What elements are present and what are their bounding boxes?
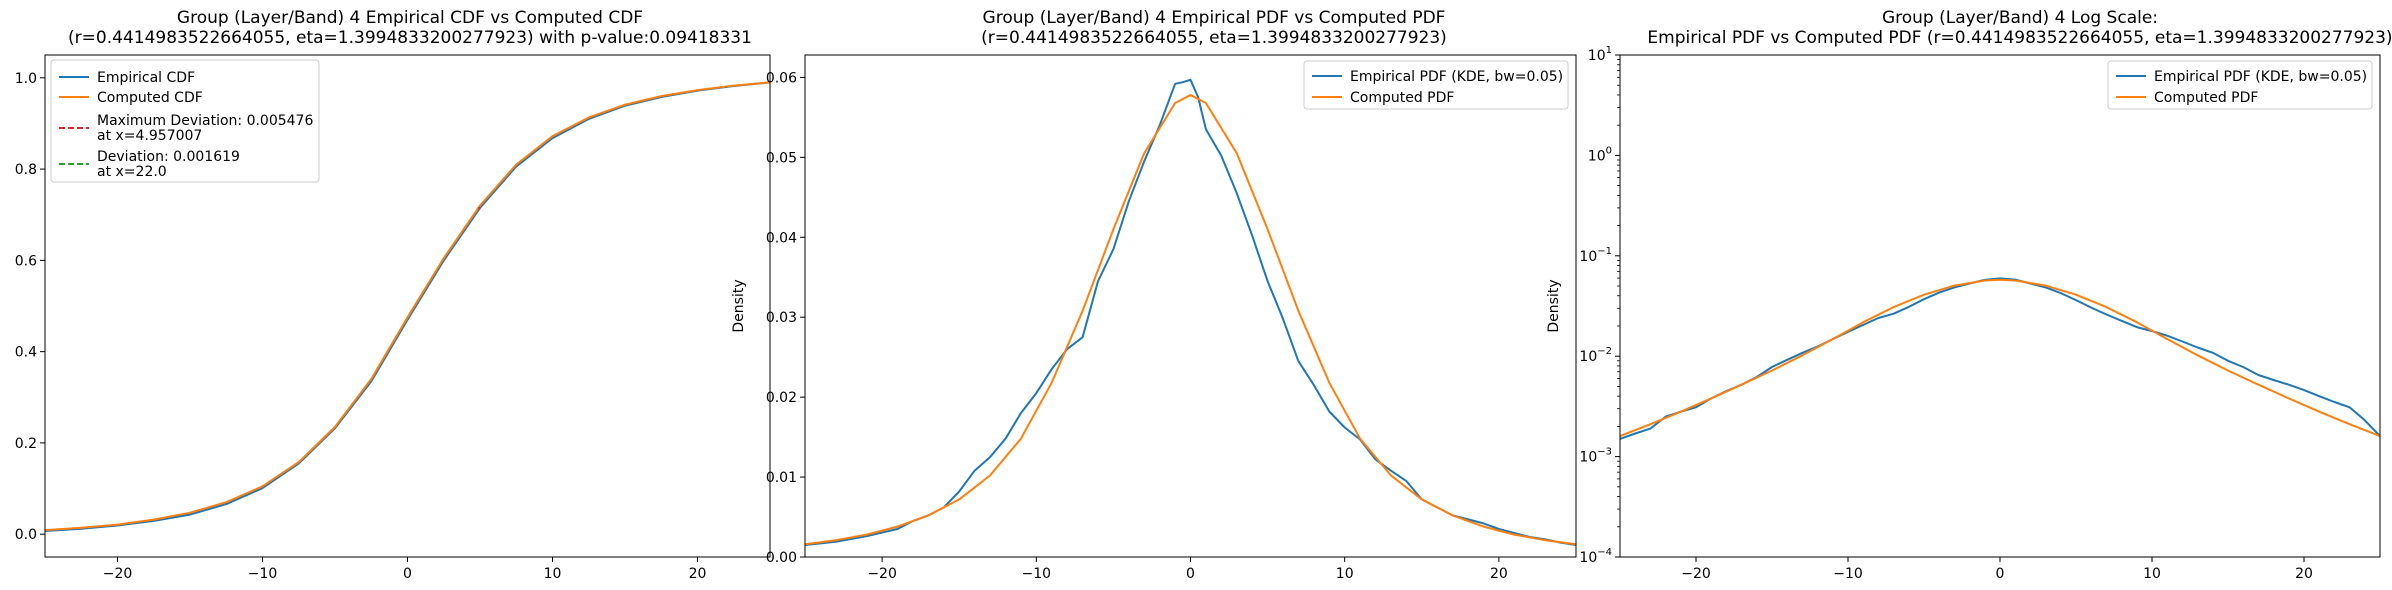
y-tick-label: 10−1 [1579, 246, 1612, 265]
axes-frame [804, 54, 1577, 558]
y-tick-label: 0.01 [766, 470, 797, 486]
y-tick-label: 0.02 [766, 390, 797, 406]
axes-frame [1619, 54, 2381, 558]
legend-label-4: Deviation: 0.001619 [97, 149, 240, 165]
x-tick-label: 20 [689, 566, 707, 582]
series-line-empirical [805, 78, 1576, 546]
y-tick-label: 10−4 [1579, 547, 1612, 566]
x-tick-label: 0 [403, 566, 412, 582]
y-tick-label: 1.0 [15, 71, 37, 87]
x-tick-label: 20 [2295, 566, 2313, 582]
y-tick-label: 0.05 [766, 150, 797, 166]
y-tick-label: 10−2 [1579, 346, 1612, 365]
legend: Empirical CDF Computed CDF Maximum Deviati… [50, 59, 320, 183]
series-line-computed [1620, 278, 2380, 438]
legend-label-2: Computed CDF [97, 90, 203, 106]
legend-label-3-detail: at x=4.957007 [97, 128, 202, 144]
series-line-computed [45, 81, 770, 532]
legend-box [50, 59, 320, 183]
series-line-computed [805, 94, 1576, 546]
chart-panel-3: Group (Layer/Band) 4 Log Scale:Empirical… [1546, 8, 2392, 582]
x-tick-label: 10 [1336, 566, 1354, 582]
x-tick-label: −20 [103, 566, 133, 582]
y-tick-label: 0.00 [766, 550, 797, 566]
chart-title-line-1: Group (Layer/Band) 4 Empirical PDF vs Co… [983, 8, 1446, 28]
legend-label-2: Computed PDF [2154, 90, 2258, 106]
chart-title-line-2: (r=0.4414983522664055, eta=1.39948332002… [981, 28, 1447, 48]
x-tick-label: −10 [1022, 566, 1052, 582]
y-tick-label: 0.03 [766, 310, 797, 326]
legend: Empirical PDF (KDE, bw=0.05) Computed PDF [2107, 60, 2373, 110]
y-tick-label: 0.4 [15, 345, 37, 361]
y-tick-label: 0.6 [15, 253, 37, 269]
x-tick-label: −10 [248, 566, 278, 582]
legend-box [2107, 60, 2373, 110]
legend-label-1: Empirical PDF (KDE, bw=0.05) [2154, 69, 2367, 85]
chart-panel-1: Group (Layer/Band) 4 Empirical CDF vs Co… [15, 8, 771, 582]
x-tick-label: −10 [1833, 566, 1863, 582]
x-tick-label: 10 [544, 566, 562, 582]
x-tick-label: 0 [1996, 566, 2005, 582]
y-tick-label: 0.8 [15, 162, 37, 178]
y-tick-label: 10−3 [1579, 447, 1612, 466]
y-tick-label: 100 [1588, 145, 1612, 164]
chart-title-line-1: Group (Layer/Band) 4 Log Scale: [1882, 8, 2158, 28]
x-tick-label: 20 [1490, 566, 1508, 582]
x-tick-label: −20 [867, 566, 897, 582]
legend-box [1303, 60, 1569, 110]
x-tick-label: 10 [2143, 566, 2161, 582]
y-tick-label: 0.04 [766, 230, 797, 246]
y-tick-label: 0.06 [766, 70, 797, 86]
legend-label-1: Empirical CDF [97, 70, 195, 86]
chart-title-line-1: Group (Layer/Band) 4 Empirical CDF vs Co… [177, 8, 643, 28]
legend-label-1: Empirical PDF (KDE, bw=0.05) [1350, 69, 1563, 85]
y-axis-label: Density [1546, 279, 1562, 332]
y-tick-label: 0.2 [15, 436, 37, 452]
y-tick-label: 0.0 [15, 527, 37, 543]
legend: Empirical PDF (KDE, bw=0.05) Computed PDF [1303, 60, 1569, 110]
legend-label-4-detail: at x=22.0 [97, 164, 167, 180]
legend-label-2: Computed PDF [1350, 90, 1454, 106]
x-tick-label: −20 [1681, 566, 1711, 582]
y-axis-label: Density [731, 279, 747, 332]
chart-panel-2: Group (Layer/Band) 4 Empirical PDF vs Co… [731, 8, 1577, 582]
x-tick-label: 0 [1186, 566, 1195, 582]
y-tick-label: 101 [1588, 45, 1612, 64]
series-line-empirical [1620, 277, 2380, 440]
chart-title-line-2: Empirical PDF vs Computed PDF (r=0.44149… [1647, 28, 2392, 48]
legend-label-3: Maximum Deviation: 0.005476 [97, 113, 313, 129]
chart-title-line-2: (r=0.4414983522664055, eta=1.39948332002… [68, 28, 752, 48]
